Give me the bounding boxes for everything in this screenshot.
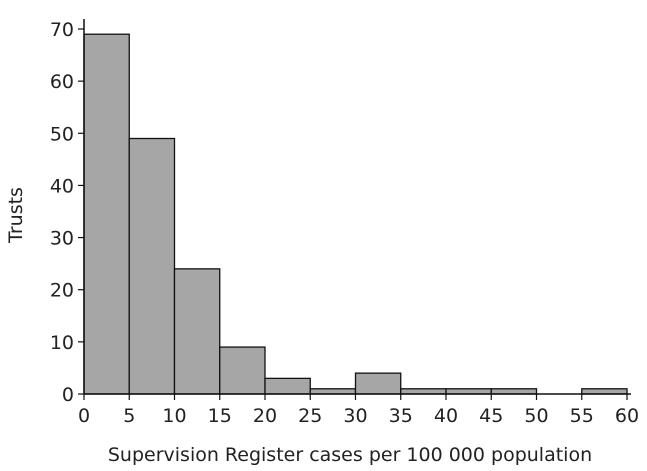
histogram-bar-40-45 (445, 388, 492, 395)
x-tick-label: 40 (434, 405, 458, 427)
x-tick-label: 25 (298, 405, 322, 427)
x-tick-label: 50 (524, 405, 548, 427)
y-tick-label: 0 (62, 384, 74, 406)
histogram-bar-20-25 (264, 377, 311, 395)
histogram-bar-15-20 (219, 346, 266, 395)
y-tick-label: 40 (50, 175, 74, 197)
histogram-bar-5-10 (128, 137, 176, 395)
histogram-bar-25-30 (309, 388, 357, 395)
histogram-bar-45-50 (490, 388, 538, 395)
histogram-bar-0-5 (83, 33, 130, 395)
y-tick-label: 20 (50, 280, 74, 302)
histogram-bar-30-35 (354, 372, 402, 395)
x-tick-label: 5 (123, 405, 135, 427)
x-tick-label: 30 (343, 405, 367, 427)
y-axis-label: Trusts (5, 187, 27, 244)
x-tick-label: 60 (615, 405, 639, 427)
x-tick-label: 35 (389, 405, 413, 427)
histogram-bar-55-60 (581, 388, 628, 395)
x-tick-label: 15 (208, 405, 232, 427)
histogram-bar-10-15 (173, 268, 221, 395)
x-axis-label: Supervision Register cases per 100 000 p… (108, 444, 592, 466)
y-tick-label: 60 (50, 71, 74, 93)
y-tick-label: 50 (50, 123, 74, 145)
bars-group (83, 33, 628, 395)
x-tick-label: 55 (570, 405, 594, 427)
x-tick-label: 45 (479, 405, 503, 427)
axes-group: 0 10 20 30 40 50 60 70 0 5 10 15 20 25 30 35 40 45 50 55 60 (50, 19, 639, 427)
y-tick-label: 70 (50, 19, 74, 41)
y-tick-label: 30 (50, 228, 74, 250)
histogram-bar-35-40 (400, 388, 447, 395)
x-tick-label: 20 (253, 405, 277, 427)
x-tick-label: 10 (162, 405, 186, 427)
y-tick-label: 10 (50, 332, 74, 354)
x-tick-label: 0 (78, 405, 90, 427)
